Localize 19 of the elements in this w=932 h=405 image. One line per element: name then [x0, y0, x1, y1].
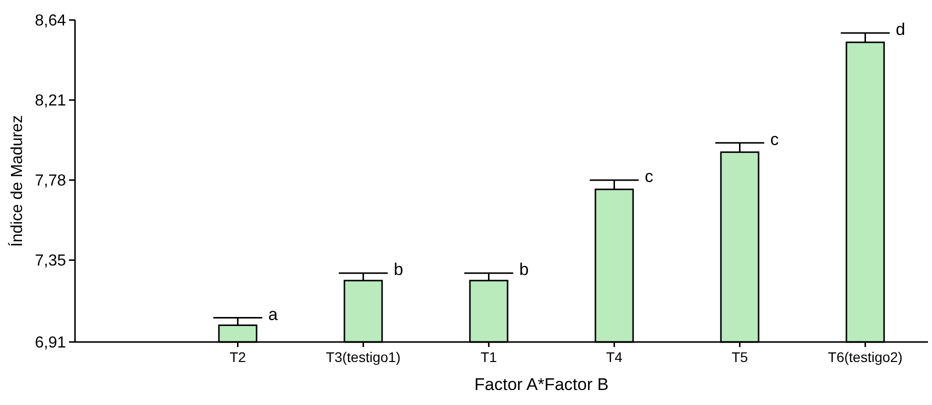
annotation: d [896, 20, 906, 40]
annotation: b [519, 260, 529, 280]
y-tick-label: 7,78 [34, 172, 66, 190]
annotation: b [394, 260, 404, 280]
annotation: a [268, 304, 278, 324]
x-tick-label: T6(testigo2) [828, 349, 903, 365]
y-tick-label: 8,64 [34, 12, 66, 30]
annotation: c [644, 167, 654, 186]
y-tick-label: 8,21 [34, 92, 66, 110]
x-tick-label: T3(testigo1) [326, 349, 401, 365]
y-axis-title: Índice de Madurez [8, 115, 26, 247]
annotation: c [770, 130, 780, 149]
x-tick-label: T4 [606, 349, 623, 365]
y-tick-label: 6,91 [34, 334, 66, 352]
x-axis-title: Factor A*Factor B [474, 375, 609, 394]
y-tick-label: 7,35 [34, 252, 66, 270]
x-tick-label: T2 [230, 349, 246, 365]
x-tick-label: T1 [480, 349, 498, 365]
x-tick-label: T5 [732, 349, 748, 365]
